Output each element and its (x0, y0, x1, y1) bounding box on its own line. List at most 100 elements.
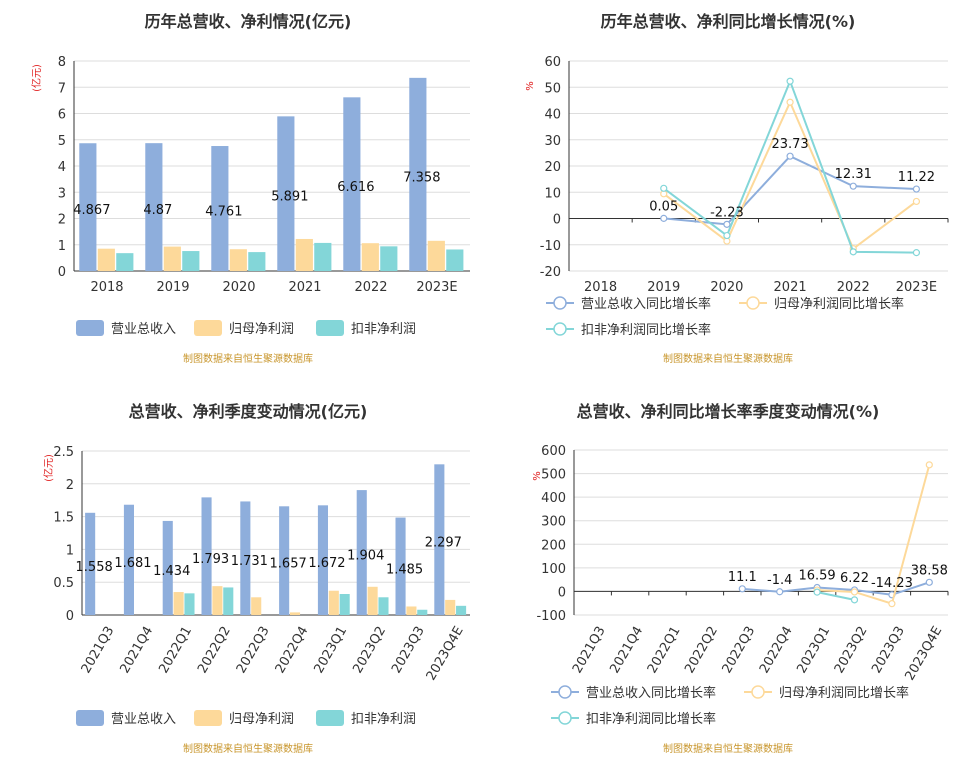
series-point-2 (888, 600, 896, 608)
series-point-1 (660, 214, 668, 222)
data-source-note: 制图数据来自恒生聚源数据库 (663, 742, 793, 755)
y-tick-label: 0 (558, 585, 566, 600)
y-tick-label: 400 (541, 491, 566, 506)
y-tick-label: 5 (58, 134, 66, 149)
x-tick-label: 2023Q1 (311, 624, 350, 676)
bar-2023Q2-s2 (367, 586, 378, 615)
series-point-1 (925, 578, 933, 586)
series-point-3 (813, 588, 821, 596)
data-label: 7.358 (403, 170, 440, 185)
bar-2022-s1 (343, 97, 361, 271)
x-tick-label: 2019 (156, 280, 189, 295)
bar-2018-s2 (97, 248, 115, 271)
legend-label: 营业总收入同比增长率 (581, 296, 711, 312)
y-tick-label: -20 (540, 265, 561, 280)
data-label: 4.867 (73, 203, 110, 218)
legend-label: 扣非净利润 (351, 322, 416, 337)
x-tick-label: 2021Q3 (79, 624, 118, 676)
data-label: 6.616 (337, 180, 374, 195)
legend-label: 扣非净利润同比增长率 (586, 711, 716, 727)
data-label: 6.22 (840, 571, 869, 586)
data-label: 1.657 (270, 557, 307, 572)
bar-2023Q4E-s3 (456, 605, 467, 615)
series-line-3 (816, 591, 855, 601)
bar-2019-s1 (145, 143, 163, 271)
x-tick-label: 2023Q4E (902, 624, 945, 683)
data-label: -14.23 (871, 576, 913, 591)
legend-swatch (316, 710, 344, 726)
y-tick-label: 1 (58, 239, 66, 254)
x-tick-label: 2022Q4 (757, 624, 796, 676)
x-tick-label: 2020 (710, 280, 743, 295)
series-point-1 (912, 185, 921, 193)
data-label: 4.761 (205, 205, 242, 220)
y-tick-label: 40 (544, 108, 561, 123)
legend-swatch (76, 320, 104, 336)
bar-2022Q1-s1 (162, 520, 173, 615)
x-tick-label: 2022Q2 (195, 624, 234, 676)
legend-label: 营业总收入同比增长率 (586, 685, 716, 701)
bar-2023Q4E-s2 (445, 599, 456, 615)
y-tick-label: 2 (66, 478, 74, 493)
x-tick-label: 2018 (584, 280, 617, 295)
y-tick-label: 1.5 (53, 511, 74, 526)
y-tick-label: 60 (544, 55, 561, 70)
y-axis-unit-label: (亿元) (42, 454, 55, 482)
legend-swatch-marker (558, 685, 572, 699)
y-tick-label: -10 (540, 239, 561, 254)
data-label: 1.672 (308, 556, 345, 571)
bar-2023Q2-s3 (378, 597, 389, 615)
data-label: 0.05 (649, 199, 678, 214)
series-point-3 (786, 77, 794, 85)
bar-2023Q4E-s1 (434, 464, 445, 615)
x-tick-label: 2019 (647, 280, 680, 295)
x-tick-label: 2023Q4E (424, 624, 467, 683)
legend-swatch (194, 710, 222, 726)
y-tick-label: 10 (544, 186, 561, 201)
bar-2020-s2 (229, 249, 247, 271)
series-point-3 (660, 184, 668, 192)
series-point-1 (849, 182, 857, 190)
bar-2022-s2 (361, 243, 379, 271)
bar-2023Q1-s1 (317, 505, 328, 615)
legend-swatch-marker (553, 296, 567, 310)
chart-title: 历年总营收、净利情况(亿元) (145, 12, 352, 31)
bar-2022-s3 (380, 246, 398, 271)
bar-2022Q1-s3 (184, 593, 195, 615)
y-axis-unit-label: (亿元) (30, 64, 43, 92)
data-label: 1.904 (347, 549, 384, 564)
x-tick-label: 2022Q2 (682, 624, 721, 676)
y-tick-label: 20 (544, 160, 561, 175)
bar-2023Q1-s3 (339, 594, 350, 615)
data-label: 2.297 (425, 536, 462, 551)
x-tick-label: 2018 (90, 280, 123, 295)
x-tick-label: 2021 (288, 280, 321, 295)
x-tick-label: 2021Q3 (570, 624, 609, 676)
series-point-3 (723, 231, 731, 240)
y-tick-label: 200 (541, 538, 566, 553)
bar-2022Q3-s2 (251, 597, 262, 615)
data-label: 5.891 (271, 190, 308, 205)
legend-label: 归母净利润 (229, 712, 294, 727)
chart-title: 历年总营收、净利同比增长情况(%) (601, 12, 856, 31)
chart-panel-2: 历年总营收、净利同比增长情况(%)% -20 -10 0 10 20 30 40 50 60 201… (525, 12, 949, 365)
y-axis-unit-label: % (525, 81, 536, 91)
y-tick-label: 500 (541, 468, 566, 483)
series-line-2 (817, 464, 931, 605)
legend-label: 扣非净利润同比增长率 (581, 322, 711, 338)
series-point-2 (912, 197, 921, 206)
bar-2021-s2 (295, 238, 313, 271)
legend-label: 营业总收入 (111, 712, 176, 727)
y-tick-label: 7 (58, 81, 66, 96)
series-point-3 (912, 249, 921, 257)
data-label: 11.1 (728, 570, 757, 585)
data-label: 11.22 (898, 170, 935, 185)
bar-2023E-s2 (427, 240, 445, 271)
data-label: 1.731 (231, 554, 268, 569)
data-label: 1.434 (153, 564, 190, 579)
y-tick-label: 4 (58, 160, 66, 175)
legend-label: 营业总收入 (111, 322, 176, 337)
x-tick-label: 2023Q2 (350, 624, 389, 676)
